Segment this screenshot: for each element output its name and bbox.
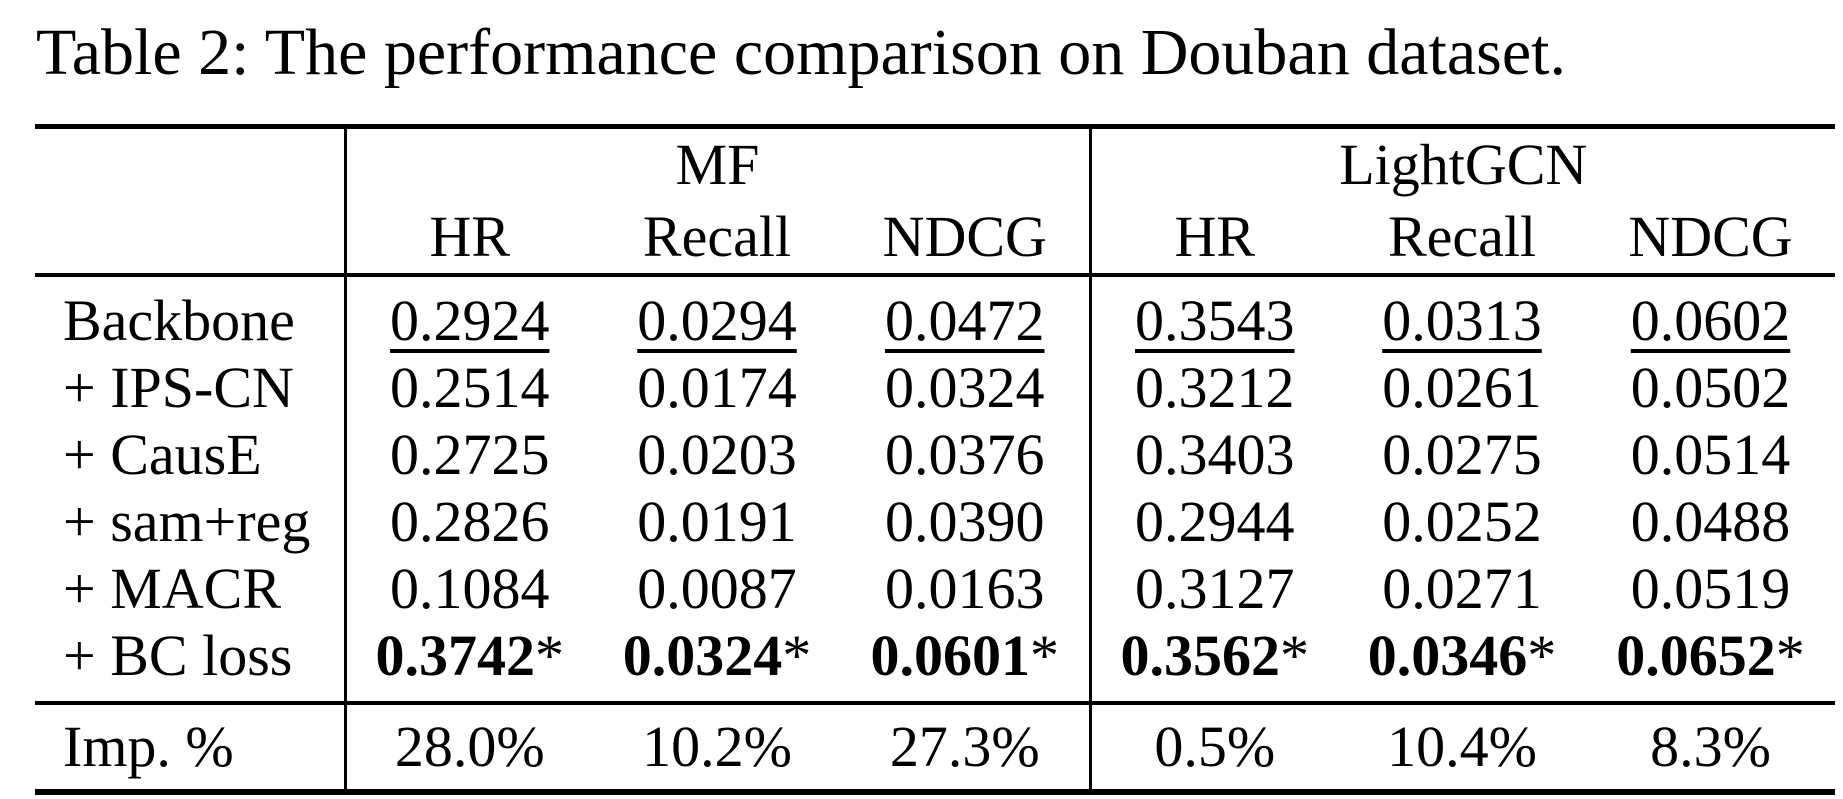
metric-value: 0.3543 — [1088, 274, 1339, 354]
metric-value: 0.3562* — [1088, 621, 1339, 703]
metric-value: 0.0376 — [885, 421, 1045, 487]
row-label: + BC loss — [63, 622, 293, 688]
improvement-value: 10.4% — [1387, 714, 1537, 779]
table-footer: Imp. % 28.0% 10.2% 27.3% 0.5% 10.4% 8.3% — [35, 702, 1836, 792]
group-header-row: MF LightGCN — [35, 126, 1836, 201]
table-row-cause: + CausE 0.2725 0.0203 0.0376 0.3403 0.02… — [35, 420, 1835, 488]
improvement-value: 10.2% — [642, 714, 792, 779]
bold-value: 0.3742 — [375, 622, 536, 688]
performance-table: MF LightGCN HR Recall NDCG HR Recall NDC… — [35, 124, 1836, 795]
corner-cell — [35, 127, 345, 201]
metric-value: 0.0203 — [637, 421, 797, 487]
metric-value: 0.0174 — [637, 354, 797, 420]
header-group-mf: MF — [343, 126, 1091, 201]
underlined-value: 0.2924 — [390, 287, 550, 353]
table-header: MF LightGCN HR Recall NDCG HR Recall NDC… — [35, 126, 1836, 275]
improvement-value: 28.0% — [343, 702, 593, 792]
metric-value: 0.0390 — [885, 488, 1045, 554]
underlined-value: 0.0602 — [1630, 287, 1791, 353]
significance-star: * — [535, 622, 564, 688]
table-row-backbone: Backbone 0.2924 0.0294 0.0472 0.3543 0.0… — [35, 274, 1835, 354]
metric-header-mf-hr: HR — [343, 200, 593, 275]
significance-star: * — [1030, 622, 1059, 688]
metric-value: 0.3403 — [1088, 420, 1339, 488]
row-label: + MACR — [63, 555, 282, 621]
significance-star: * — [1775, 622, 1805, 688]
bold-value: 0.0652 — [1616, 622, 1776, 688]
table-row-bc-loss: + BC loss 0.3742* 0.0324* 0.0601* 0.3562… — [35, 621, 1835, 703]
improvement-value: 27.3% — [889, 714, 1040, 779]
metric-header-lgcn-hr: HR — [1088, 200, 1339, 275]
metric-header-lgcn-recall: Recall — [1387, 204, 1537, 269]
bold-value: 0.0601 — [870, 622, 1031, 688]
metric-header-row: HR Recall NDCG HR Recall NDCG — [35, 200, 1835, 275]
metric-value: 0.0294 — [593, 275, 841, 354]
metric-value: 0.0087 — [637, 555, 797, 621]
significance-star: * — [1527, 622, 1557, 688]
metric-value: 0.2944 — [1088, 487, 1339, 555]
metric-value: 0.0191 — [637, 488, 797, 554]
metric-value: 0.3212 — [1088, 353, 1339, 421]
bold-value: 0.0324 — [622, 622, 783, 688]
table-row-macr: + MACR 0.1084 0.0087 0.0163 0.3127 0.027… — [35, 554, 1835, 622]
row-label: + sam+reg — [63, 488, 311, 554]
row-label: Backbone — [63, 287, 295, 353]
metric-value: 0.0488 — [1630, 488, 1791, 554]
metric-value: 0.2725 — [343, 420, 593, 488]
metric-value: 0.3127 — [1088, 554, 1339, 622]
table-row-improvement: Imp. % 28.0% 10.2% 27.3% 0.5% 10.4% 8.3% — [35, 702, 1835, 792]
metric-value: 0.2826 — [343, 487, 593, 555]
metric-value: 0.0261 — [1382, 354, 1542, 420]
row-label: Imp. % — [63, 714, 234, 779]
significance-star: * — [782, 622, 812, 688]
table-caption: Table 2: The performance comparison on D… — [36, 16, 1566, 89]
improvement-value: 8.3% — [1650, 714, 1771, 779]
metric-value: 0.0252 — [1382, 488, 1542, 554]
metric-value: 0.2514 — [343, 353, 593, 421]
header-group-lightgcn: LightGCN — [1088, 126, 1836, 201]
metric-value: 0.2924 — [343, 274, 593, 354]
underlined-value: 0.0313 — [1382, 287, 1542, 353]
underlined-value: 0.3543 — [1135, 287, 1295, 353]
metric-value: 0.0346* — [1338, 622, 1586, 703]
metric-header-mf-recall: Recall — [642, 204, 792, 269]
metric-value: 0.0602 — [1586, 275, 1835, 354]
significance-star: * — [1280, 622, 1310, 688]
metric-value: 0.0271 — [1382, 555, 1542, 621]
metric-value: 0.0514 — [1630, 421, 1791, 487]
metric-value: 0.0163 — [885, 555, 1045, 621]
bold-value: 0.3562 — [1120, 622, 1281, 688]
metric-value: 0.0652* — [1586, 622, 1835, 703]
table-body: Backbone 0.2924 0.0294 0.0472 0.3543 0.0… — [35, 274, 1836, 703]
row-label: + CausE — [63, 421, 262, 487]
metric-value: 0.1084 — [343, 554, 593, 622]
metric-header-lgcn-ndcg: NDCG — [1628, 204, 1793, 269]
bold-value: 0.0346 — [1367, 622, 1528, 688]
metric-value: 0.0502 — [1630, 354, 1791, 420]
underlined-value: 0.0294 — [637, 287, 797, 353]
metric-value: 0.0313 — [1338, 275, 1586, 354]
table-row-ips-cn: + IPS-CN 0.2514 0.0174 0.0324 0.3212 0.0… — [35, 353, 1835, 421]
improvement-value: 0.5% — [1088, 702, 1339, 792]
table-row-sam-reg: + sam+reg 0.2826 0.0191 0.0390 0.2944 0.… — [35, 487, 1835, 555]
metric-value: 0.0324 — [885, 354, 1045, 420]
row-label: + IPS-CN — [63, 354, 294, 420]
metric-value: 0.0601* — [841, 622, 1090, 703]
metric-value: 0.0519 — [1630, 555, 1791, 621]
metric-value: 0.0324* — [593, 622, 841, 703]
metric-value: 0.0275 — [1382, 421, 1542, 487]
metric-value: 0.3742* — [343, 621, 593, 703]
underlined-value: 0.0472 — [885, 287, 1045, 353]
metric-header-mf-ndcg: NDCG — [882, 204, 1047, 269]
corner-cell — [35, 201, 345, 275]
metric-value: 0.0472 — [841, 275, 1090, 354]
